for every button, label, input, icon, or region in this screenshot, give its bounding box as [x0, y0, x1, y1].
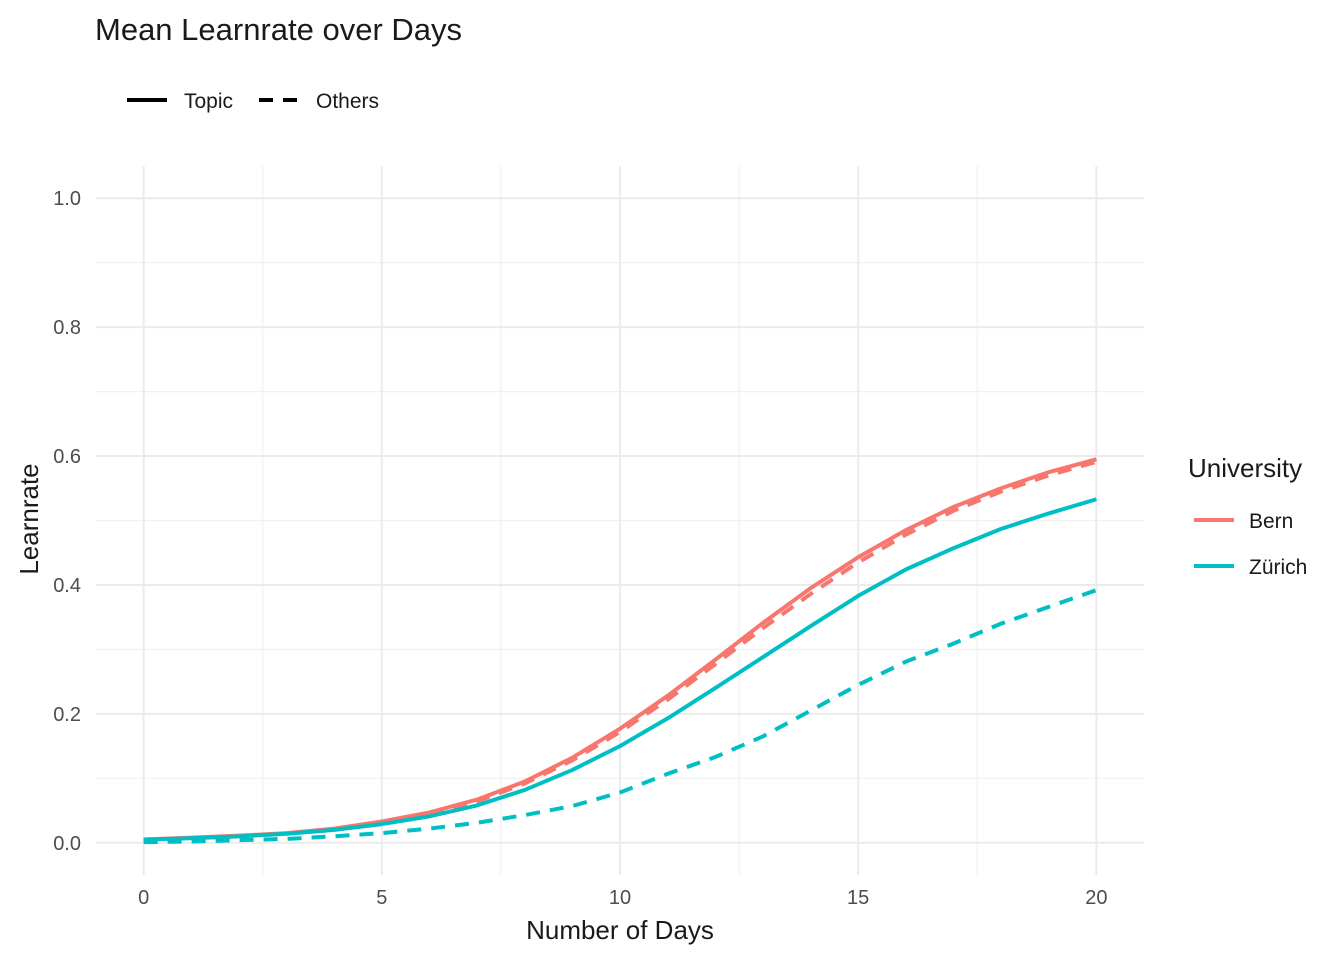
- x-tick-label: 5: [376, 887, 387, 909]
- x-tick-label: 20: [1085, 887, 1107, 909]
- legend-label-zurich: Zürich: [1249, 556, 1307, 579]
- y-tick-label: 0.6: [53, 446, 81, 468]
- x-tick-label: 15: [847, 887, 869, 909]
- y-tick-label: 0.2: [53, 704, 81, 726]
- linetype-legend: Topic Others: [127, 90, 379, 113]
- y-tick-label: 0.4: [53, 575, 81, 597]
- legend-title: University: [1188, 453, 1302, 483]
- tick-labels: 0 5 10 15 20 0.0 0.2 0.4 0.6 0.8 1.0: [53, 188, 1107, 909]
- legend-label-topic: Topic: [184, 90, 233, 113]
- colour-legend: University Bern Zürich: [1188, 453, 1307, 579]
- grid: [96, 166, 1144, 875]
- series-line-zrich-others: [143, 588, 1098, 845]
- chart-title: Mean Learnrate over Days: [95, 12, 462, 47]
- x-tick-label: 0: [138, 887, 149, 909]
- legend-label-others: Others: [316, 90, 379, 113]
- series-line-zrich-topic: [143, 497, 1097, 842]
- legend-label-bern: Bern: [1249, 510, 1293, 533]
- y-tick-label: 0.0: [53, 833, 81, 855]
- y-tick-label: 0.8: [53, 317, 81, 339]
- x-axis-title: Number of Days: [526, 915, 714, 945]
- y-axis-title: Learnrate: [14, 463, 44, 574]
- x-tick-label: 10: [609, 887, 631, 909]
- series-layer: [143, 457, 1098, 845]
- y-tick-label: 1.0: [53, 188, 81, 210]
